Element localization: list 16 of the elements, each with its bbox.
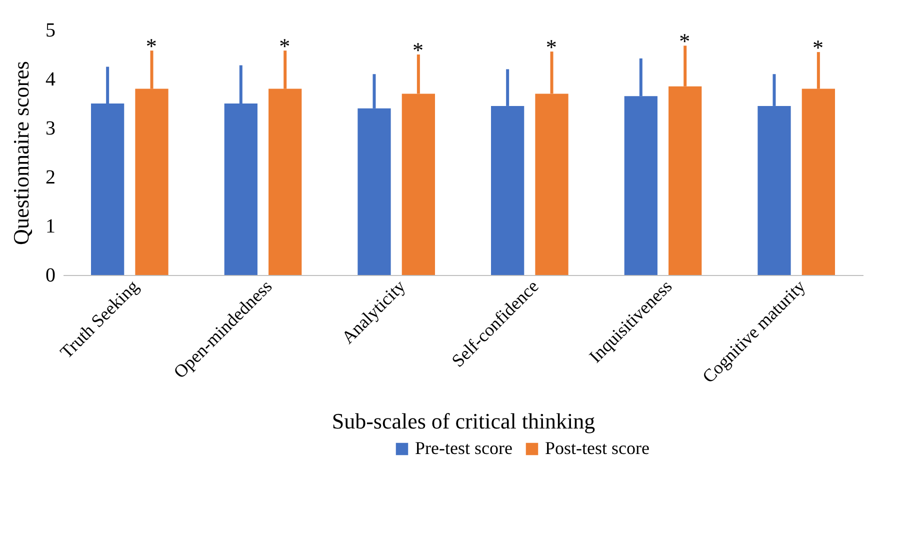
y-tick-label: 1 (46, 216, 56, 238)
annotation: * (146, 34, 157, 59)
legend-label: Post-test score (545, 438, 650, 458)
annotation: * (279, 34, 290, 59)
y-tick-label: 2 (46, 166, 56, 188)
annotation: * (412, 38, 424, 62)
legend-label: Pre-test score (415, 438, 512, 458)
y-tick-label: 0 (46, 264, 56, 286)
y-tick-label: 5 (46, 20, 56, 42)
annotation: * (546, 34, 557, 60)
x-axis-title: Sub-scales of critical thinking (332, 408, 596, 434)
y-axis-title: Questionnaire scores (8, 61, 34, 245)
annotation: * (812, 35, 824, 60)
y-tick-label: 4 (46, 68, 56, 90)
annotation: * (679, 28, 690, 54)
y-tick-label: 3 (46, 118, 56, 140)
